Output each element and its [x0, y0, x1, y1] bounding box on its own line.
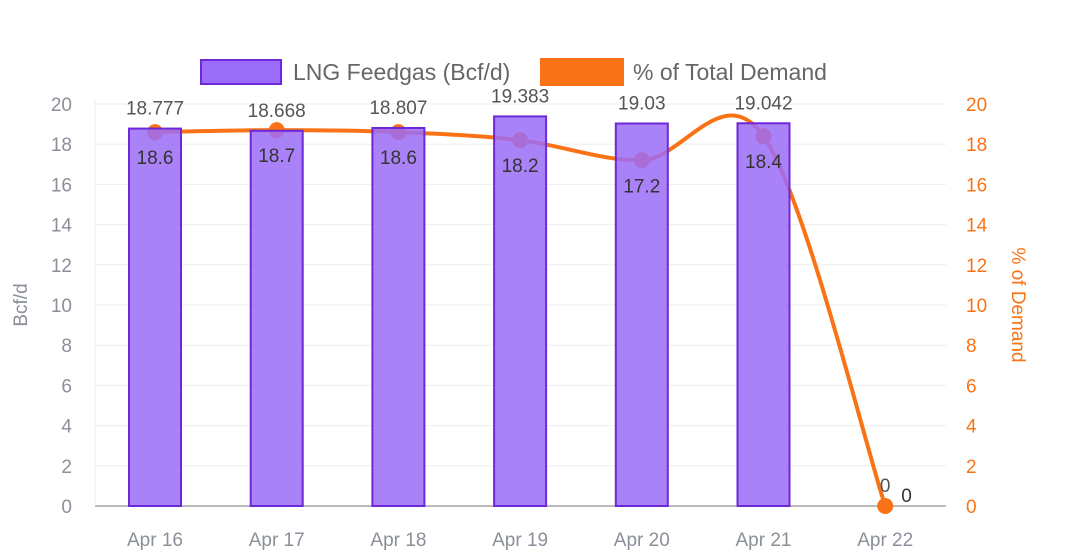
y2-tick-label: 14 — [966, 216, 988, 237]
legend-label-demand[interactable]: % of Total Demand — [633, 59, 827, 85]
bar-data-label: 18.777 — [126, 99, 184, 120]
y2-tick-label: 16 — [966, 175, 987, 196]
y2-tick-label: 6 — [966, 376, 977, 397]
legend-label-feedgas[interactable]: LNG Feedgas (Bcf/d) — [293, 59, 510, 85]
line-data-label: 0 — [901, 486, 912, 507]
x-tick-label: Apr 16 — [127, 530, 183, 551]
y-tick-label: 0 — [61, 497, 72, 518]
x-tick-label: Apr 21 — [736, 530, 792, 551]
y2-tick-label: 4 — [966, 417, 977, 438]
y2-tick-label: 2 — [966, 457, 977, 478]
y2-tick-label: 10 — [966, 296, 987, 317]
demand-point[interactable] — [877, 498, 894, 514]
y-tick-label: 8 — [61, 336, 72, 357]
bar-data-label: 19.03 — [618, 93, 666, 114]
y-tick-label: 14 — [51, 216, 73, 237]
y2-tick-label: 18 — [966, 135, 987, 156]
y2-tick-label: 12 — [966, 256, 987, 277]
y2-tick-label: 0 — [966, 497, 977, 518]
feedgas-bar[interactable] — [614, 122, 669, 507]
y2-axis-title: % of Demand — [1007, 247, 1028, 362]
y2-tick-label: 20 — [966, 95, 987, 116]
y-tick-label: 12 — [51, 256, 72, 277]
x-tick-label: Apr 22 — [857, 530, 913, 551]
y-tick-label: 16 — [51, 175, 72, 196]
y-tick-label: 18 — [51, 135, 72, 156]
feedgas-bar[interactable] — [371, 126, 426, 507]
x-tick-label: Apr 20 — [614, 530, 670, 551]
y-axis-title: Bcf/d — [11, 283, 32, 326]
y-tick-label: 4 — [61, 417, 72, 438]
y-tick-label: 6 — [61, 376, 72, 397]
legend-bar-swatch — [200, 59, 282, 85]
line-data-label: 18.6 — [137, 148, 174, 169]
bar-data-label: 0 — [880, 476, 891, 497]
line-data-label: 17.2 — [623, 176, 660, 197]
x-tick-label: Apr 19 — [492, 530, 548, 551]
legend-line-swatch — [540, 58, 624, 86]
y-tick-label: 20 — [51, 95, 72, 116]
feedgas-bar[interactable] — [493, 115, 548, 507]
y2-tick-label: 8 — [966, 336, 977, 357]
line-data-label: 18.4 — [745, 152, 782, 173]
line-data-label: 18.2 — [502, 156, 539, 177]
x-tick-label: Apr 18 — [370, 530, 426, 551]
bar-data-label: 18.668 — [248, 101, 306, 122]
feedgas-bar[interactable] — [736, 122, 791, 507]
feedgas-bar[interactable] — [128, 127, 182, 507]
y-tick-label: 10 — [51, 296, 72, 317]
x-tick-label: Apr 17 — [249, 530, 305, 551]
bar-data-label: 19.383 — [491, 86, 549, 107]
bar-data-label: 19.042 — [734, 93, 792, 114]
bar-data-label: 18.807 — [369, 98, 427, 119]
feedgas-bar[interactable] — [249, 129, 304, 507]
line-data-label: 18.6 — [380, 148, 417, 169]
y-tick-label: 2 — [61, 457, 72, 478]
line-data-label: 18.7 — [258, 146, 295, 167]
